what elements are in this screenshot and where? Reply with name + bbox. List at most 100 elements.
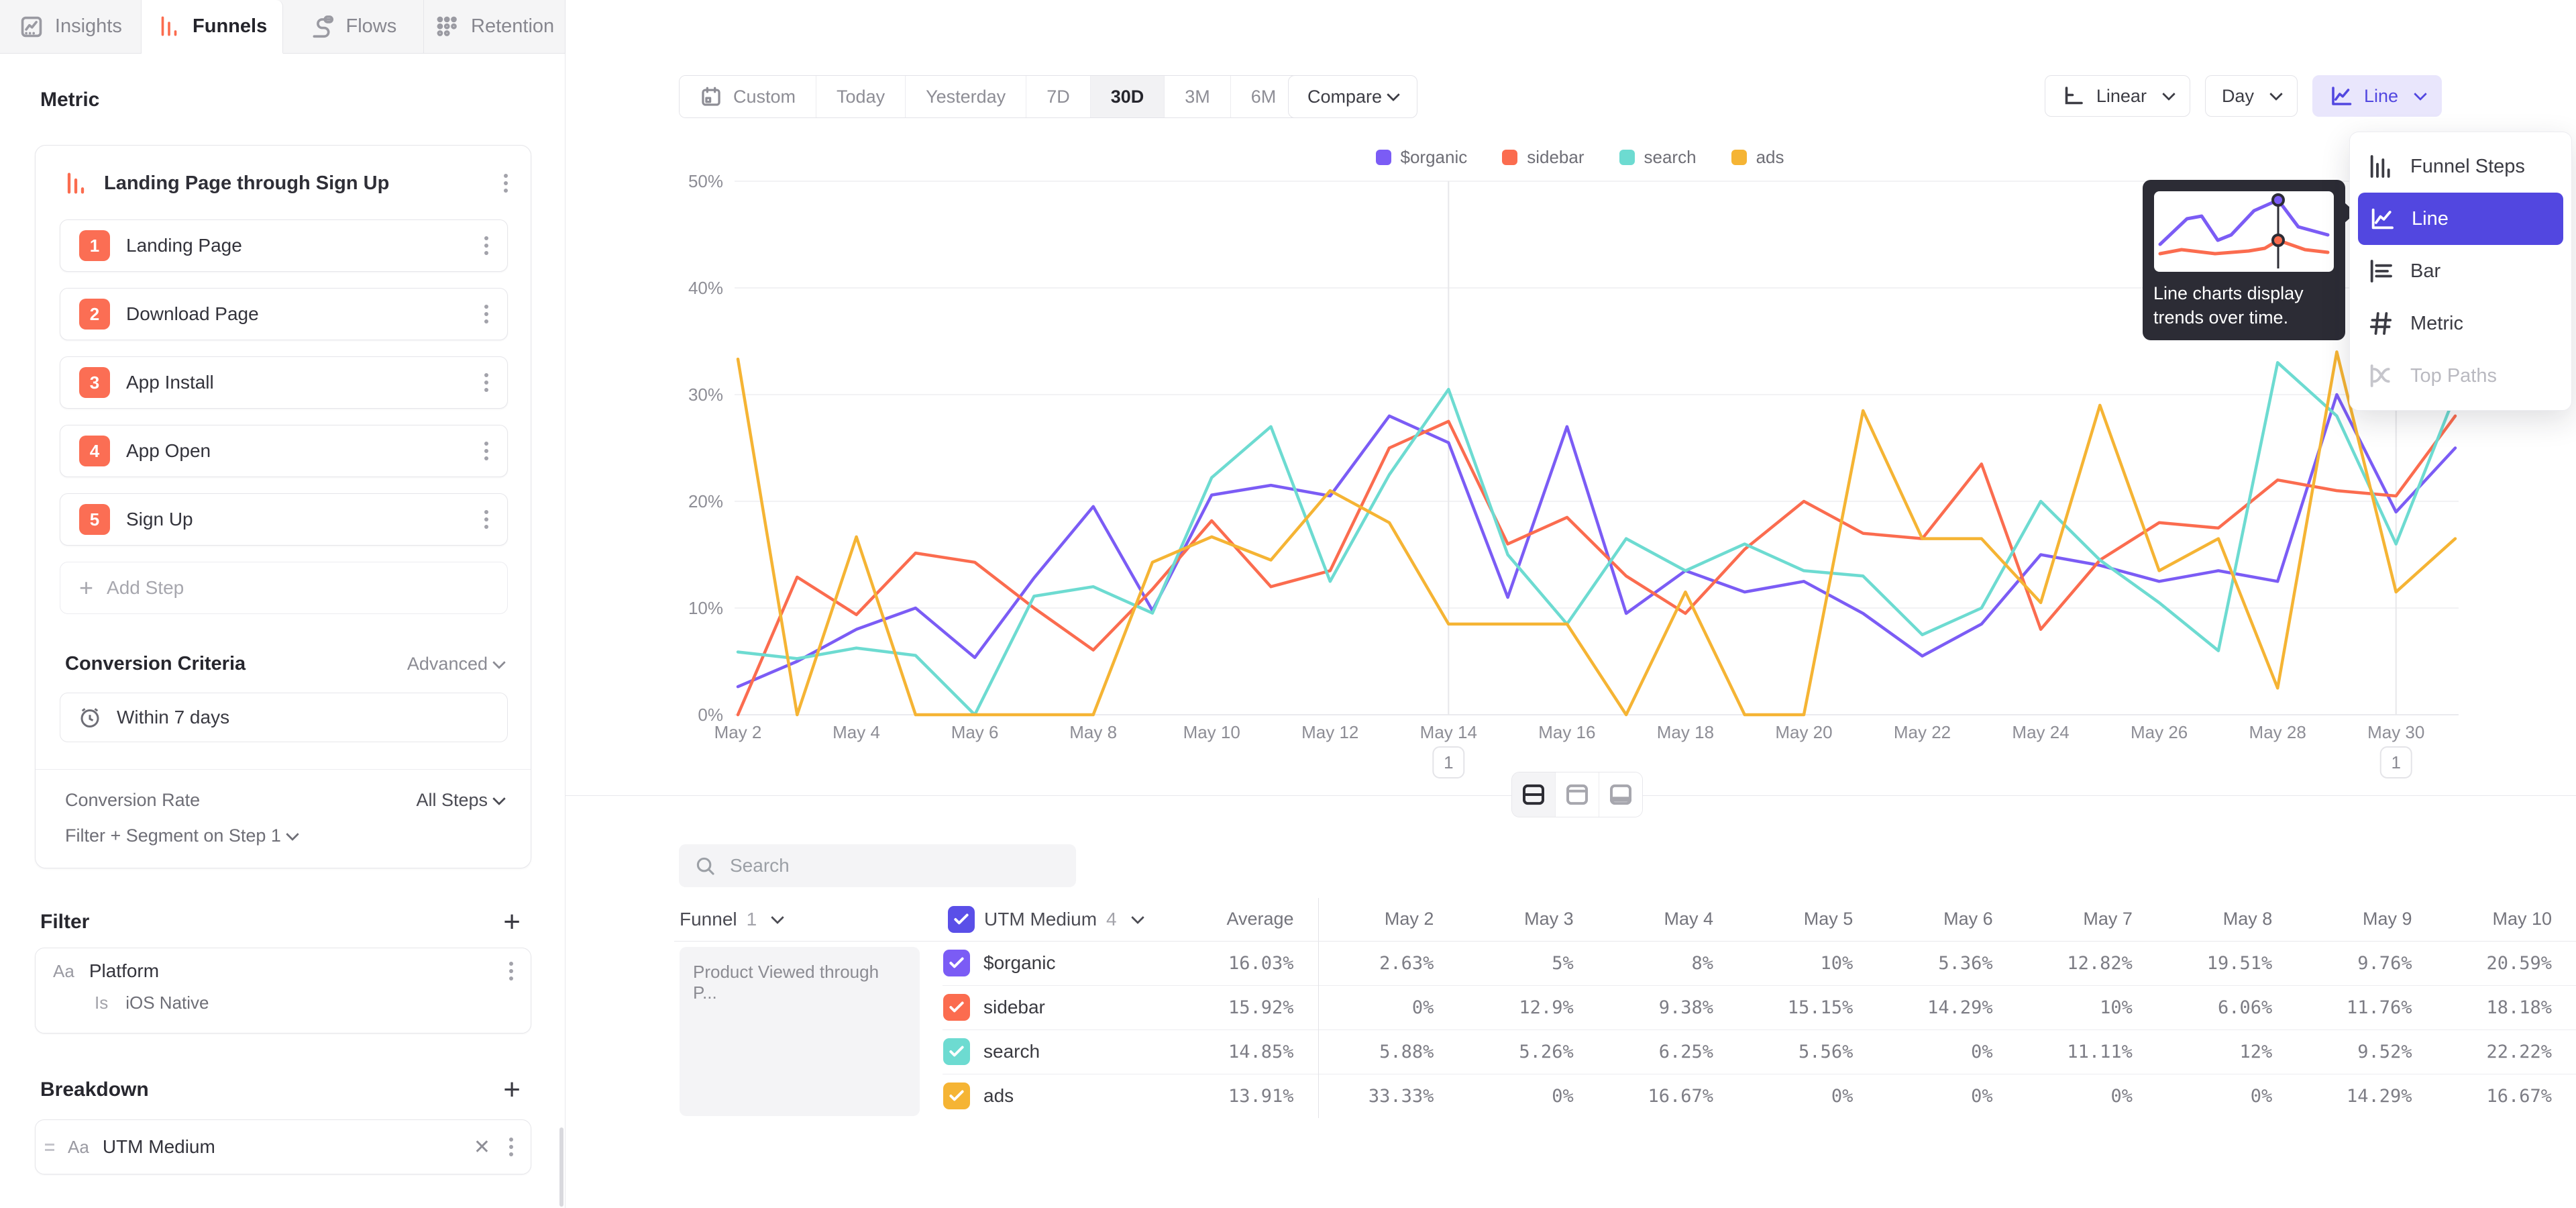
- value-cell: 18.18%: [2436, 985, 2576, 1029]
- table-row: search14.85%5.88%5.26%6.25%5.56%0%11.11%…: [674, 1029, 2576, 1074]
- conversion-window[interactable]: Within 7 days: [60, 693, 508, 742]
- layout-toggle-2[interactable]: [1556, 772, 1599, 817]
- svg-text:May 20: May 20: [1775, 722, 1832, 742]
- remove-breakdown-icon[interactable]: ✕: [474, 1136, 490, 1159]
- step-kebab-menu[interactable]: [484, 305, 488, 309]
- tab-funnels[interactable]: Funnels: [142, 0, 283, 54]
- svg-text:20%: 20%: [688, 491, 723, 511]
- funnel-name-block[interactable]: Product Viewed through P...: [680, 947, 920, 1116]
- chart-type-dropdown[interactable]: Line: [2312, 75, 2442, 117]
- legend-item-ads[interactable]: ads: [1731, 147, 1784, 168]
- date-column-header: May 7: [2017, 898, 2157, 941]
- value-cell: 5.56%: [1737, 1029, 1877, 1074]
- funnel-steps-list: 1Landing Page 2Download Page 3App Install 4…: [36, 219, 531, 546]
- legend-item-search[interactable]: search: [1619, 147, 1697, 168]
- advanced-dropdown[interactable]: Advanced: [407, 654, 504, 674]
- funnel-step-sign-up[interactable]: 5Sign Up: [60, 493, 508, 546]
- alarm-clock-icon: [78, 705, 102, 729]
- step-kebab-menu[interactable]: [484, 510, 488, 514]
- range-custom[interactable]: Custom: [680, 76, 816, 117]
- menu-item-line[interactable]: Line: [2358, 193, 2563, 245]
- series-checkbox[interactable]: [943, 1038, 970, 1065]
- chart-type-tooltip: Line charts display trends over time.: [2143, 180, 2345, 340]
- value-cell: 33.33%: [1318, 1074, 1458, 1118]
- step-kebab-menu[interactable]: [484, 373, 488, 377]
- compare-button[interactable]: Compare: [1288, 75, 1417, 118]
- funnel-step-app-open[interactable]: 4App Open: [60, 425, 508, 477]
- add-filter-button[interactable]: +: [503, 907, 521, 937]
- date-column-header: May 10: [2436, 898, 2576, 941]
- value-cell: 0%: [1737, 1074, 1877, 1118]
- filter-card-platform[interactable]: Aa Platform Is iOS Native: [35, 948, 531, 1034]
- string-property-icon: Aa: [53, 961, 74, 982]
- breakdown-kebab-menu[interactable]: [509, 1138, 513, 1142]
- split-bottom-icon: [1607, 781, 1635, 809]
- sidebar-scrollbar[interactable]: [559, 1127, 564, 1207]
- breakdown-card-utm-medium[interactable]: Aa UTM Medium ✕: [35, 1119, 531, 1174]
- add-step-button[interactable]: + Add Step: [60, 562, 508, 614]
- all-steps-dropdown[interactable]: All Steps: [416, 790, 504, 811]
- series-ads[interactable]: [738, 352, 2455, 715]
- value-cell: 14.29%: [1877, 985, 2017, 1029]
- funnel-step-landing-page[interactable]: 1Landing Page: [60, 219, 508, 272]
- range-yesterday[interactable]: Yesterday: [906, 76, 1026, 117]
- interval-dropdown[interactable]: Day: [2205, 75, 2298, 117]
- scale-dropdown[interactable]: Linear: [2045, 75, 2190, 117]
- legend-item-sidebar[interactable]: sidebar: [1502, 147, 1584, 168]
- step-kebab-menu[interactable]: [484, 236, 488, 240]
- plus-icon: +: [79, 574, 93, 602]
- step-kebab-menu[interactable]: [484, 442, 488, 446]
- step-label: Landing Page: [126, 235, 468, 256]
- svg-text:May 12: May 12: [1301, 722, 1358, 742]
- add-breakdown-button[interactable]: +: [503, 1075, 521, 1105]
- average-value: 16.03%: [1201, 941, 1318, 985]
- range-3m[interactable]: 3M: [1165, 76, 1231, 117]
- menu-item-metric[interactable]: Metric: [2350, 297, 2571, 350]
- app-tabbar: Insights Funnels FlowsRetention: [0, 0, 566, 54]
- layout-toggle-1[interactable]: [1512, 772, 1556, 817]
- menu-item-funnel-steps[interactable]: Funnel Steps: [2350, 140, 2571, 193]
- tab-label: Funnels: [193, 15, 267, 38]
- bar-chart-icon: [2367, 258, 2394, 285]
- funnel-step-download-page[interactable]: 2Download Page: [60, 288, 508, 340]
- chevron-down-icon: [1387, 88, 1400, 101]
- search-input[interactable]: [729, 854, 1061, 877]
- funnel-step-app-install[interactable]: 3App Install: [60, 356, 508, 409]
- range-7d[interactable]: 7D: [1026, 76, 1091, 117]
- tab-insights[interactable]: Insights: [0, 0, 142, 53]
- breakdown-column-header[interactable]: UTM Medium4: [943, 898, 1201, 941]
- sidebar: Metric Landing Page through Sign Up 1Lan…: [0, 54, 566, 1208]
- chevron-down-icon: [2162, 87, 2176, 101]
- layout-toggle-3[interactable]: [1599, 772, 1642, 817]
- top-paths-icon: [2367, 362, 2394, 389]
- filter-value[interactable]: iOS Native: [125, 993, 209, 1013]
- funnel-column-header[interactable]: Funnel1: [674, 898, 943, 941]
- series-checkbox[interactable]: [943, 1083, 970, 1109]
- series-search[interactable]: [738, 362, 2455, 715]
- menu-item-bar[interactable]: Bar: [2350, 245, 2571, 297]
- series-checkbox[interactable]: [943, 994, 970, 1021]
- tab-flows[interactable]: Flows: [283, 0, 425, 53]
- range-30d[interactable]: 30D: [1091, 76, 1165, 117]
- drag-handle-icon[interactable]: [45, 1144, 54, 1146]
- legend-item-organic[interactable]: $organic: [1376, 147, 1468, 168]
- metric-kebab-menu[interactable]: [504, 174, 508, 178]
- date-column-header: May 5: [1737, 898, 1877, 941]
- metric-card-header: Landing Page through Sign Up: [36, 146, 531, 202]
- filter-operator[interactable]: Is: [95, 993, 108, 1013]
- range-label: 7D: [1046, 87, 1070, 107]
- range-label: Today: [837, 87, 885, 107]
- filter-kebab-menu[interactable]: [509, 962, 513, 966]
- metric-section-label: Metric: [40, 89, 99, 111]
- tab-retention[interactable]: Retention: [424, 0, 566, 53]
- filter-segment-dropdown[interactable]: Filter + Segment on Step 1: [65, 825, 504, 846]
- series-organic[interactable]: [738, 395, 2455, 687]
- range-6m[interactable]: 6M: [1231, 76, 1297, 117]
- date-column-header: May 6: [1877, 898, 2017, 941]
- range-label: 6M: [1251, 87, 1277, 107]
- series-checkbox[interactable]: [948, 906, 975, 933]
- date-column-header: May 9: [2296, 898, 2436, 941]
- series-checkbox[interactable]: [943, 950, 970, 976]
- range-today[interactable]: Today: [816, 76, 906, 117]
- value-cell: 8%: [1598, 941, 1737, 985]
